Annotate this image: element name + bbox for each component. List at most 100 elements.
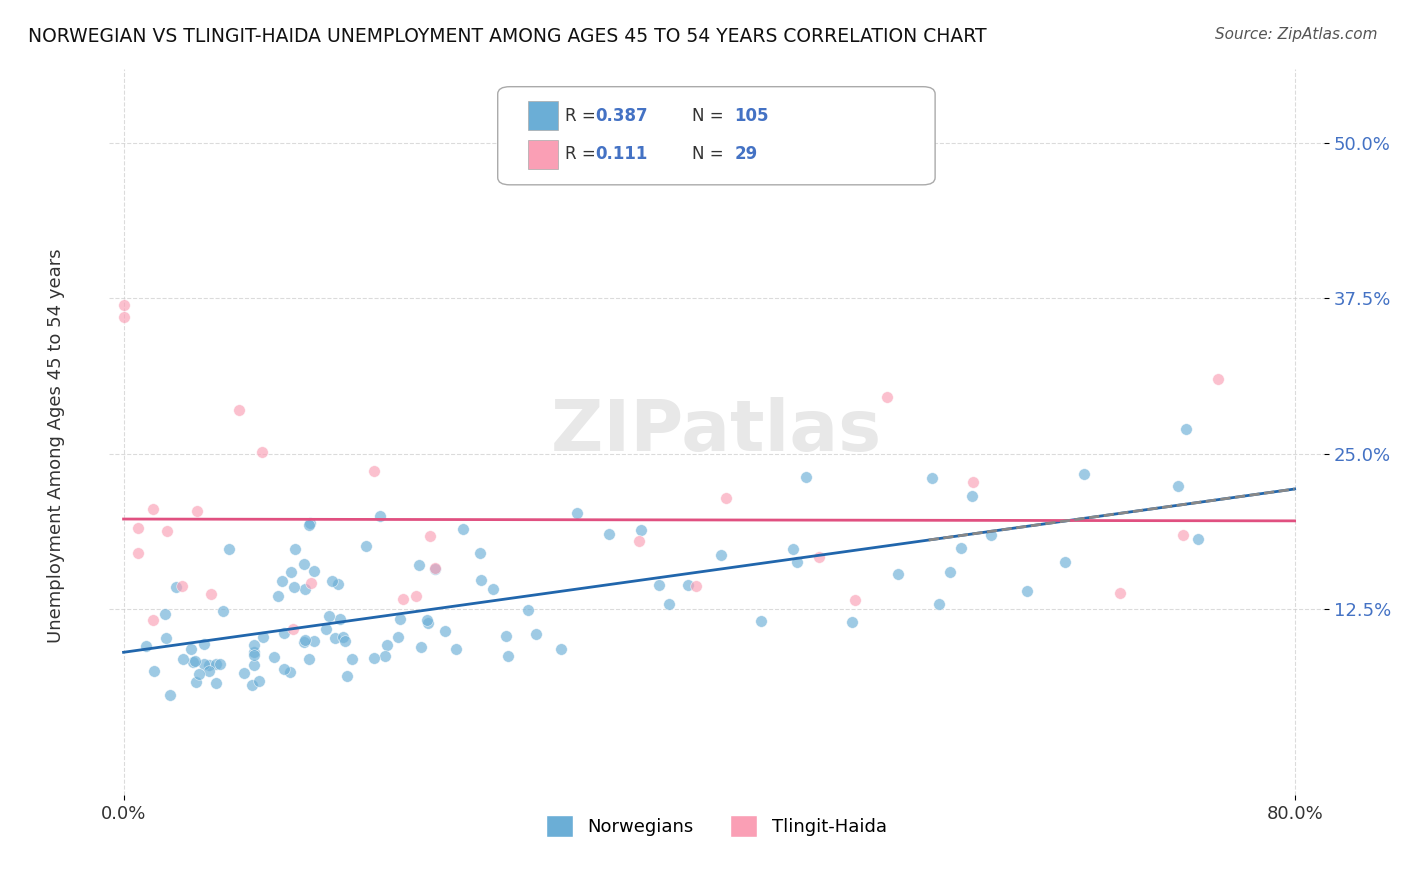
Text: N =: N =: [692, 107, 728, 125]
Text: ZIPat​las: ZIPat​las: [551, 398, 882, 467]
Point: [387, 630, 409, 644]
Point: [318, 609, 340, 624]
Point: [949, 541, 972, 555]
Point: [354, 539, 377, 553]
Point: [273, 626, 295, 640]
Point: [298, 516, 321, 530]
Point: [980, 527, 1002, 541]
Point: [796, 470, 818, 484]
Point: [197, 664, 219, 678]
Point: [408, 558, 430, 572]
Point: [1174, 421, 1197, 435]
Point: [218, 541, 240, 556]
Point: [292, 635, 315, 649]
Text: 29: 29: [735, 145, 758, 163]
Point: [481, 582, 503, 596]
Point: [434, 624, 457, 638]
Point: [388, 611, 411, 625]
Point: [342, 652, 364, 666]
Point: [142, 502, 165, 516]
Point: [284, 542, 307, 557]
Point: [267, 590, 290, 604]
Text: 0.111: 0.111: [595, 145, 647, 163]
Point: [135, 639, 157, 653]
Point: [336, 669, 359, 683]
Point: [159, 688, 181, 702]
Text: 105: 105: [735, 107, 769, 125]
Point: [278, 665, 301, 679]
Point: [658, 597, 681, 611]
Point: [710, 548, 733, 562]
Point: [204, 676, 226, 690]
Point: [714, 491, 737, 505]
Point: [323, 631, 346, 645]
Point: [184, 675, 207, 690]
Point: [271, 574, 294, 588]
Point: [298, 652, 321, 666]
Point: [627, 533, 650, 548]
Point: [423, 562, 446, 576]
Point: [550, 642, 572, 657]
Bar: [529, 101, 558, 130]
Point: [685, 579, 707, 593]
Point: [243, 648, 266, 663]
Point: [329, 612, 352, 626]
Point: [887, 566, 910, 581]
Point: [960, 489, 983, 503]
Point: [292, 558, 315, 572]
Text: R =: R =: [565, 107, 600, 125]
Point: [294, 633, 316, 648]
Point: [392, 592, 415, 607]
Point: [252, 444, 274, 458]
Point: [273, 662, 295, 676]
Point: [921, 471, 943, 485]
Legend: Norwegians, Tlingit-Haida: Norwegians, Tlingit-Haida: [538, 808, 894, 845]
Point: [127, 546, 149, 560]
Point: [156, 524, 179, 539]
Point: [181, 655, 204, 669]
Text: 0.387: 0.387: [595, 107, 648, 125]
Point: [247, 674, 270, 689]
Point: [243, 645, 266, 659]
Point: [1015, 584, 1038, 599]
Point: [419, 529, 441, 543]
Text: NORWEGIAN VS TLINGIT-HAIDA UNEMPLOYMENT AMONG AGES 45 TO 54 YEARS CORRELATION CH: NORWEGIAN VS TLINGIT-HAIDA UNEMPLOYMENT …: [28, 27, 987, 45]
Point: [411, 640, 433, 654]
Point: [326, 576, 349, 591]
Point: [962, 475, 984, 489]
Point: [304, 634, 326, 648]
Point: [1073, 467, 1095, 481]
Point: [263, 650, 285, 665]
Point: [841, 615, 863, 630]
Point: [294, 582, 316, 596]
Point: [153, 607, 176, 621]
Point: [143, 664, 166, 678]
Point: [598, 527, 620, 541]
Point: [1187, 532, 1209, 546]
Point: [228, 403, 250, 417]
Point: [676, 577, 699, 591]
Point: [180, 642, 202, 657]
Point: [418, 615, 440, 630]
Point: [302, 564, 325, 578]
Point: [155, 631, 177, 645]
Point: [198, 658, 221, 673]
Point: [252, 631, 274, 645]
Point: [280, 565, 302, 579]
Point: [444, 641, 467, 656]
Point: [298, 517, 321, 532]
Point: [470, 573, 492, 587]
Point: [451, 522, 474, 536]
Point: [495, 629, 517, 643]
Point: [1054, 555, 1077, 569]
Point: [363, 650, 385, 665]
Point: [844, 592, 866, 607]
FancyBboxPatch shape: [498, 87, 935, 185]
Point: [468, 545, 491, 559]
Point: [112, 297, 135, 311]
Point: [374, 648, 396, 663]
Point: [1109, 586, 1132, 600]
Point: [496, 649, 519, 664]
Point: [112, 310, 135, 324]
Point: [172, 652, 194, 666]
